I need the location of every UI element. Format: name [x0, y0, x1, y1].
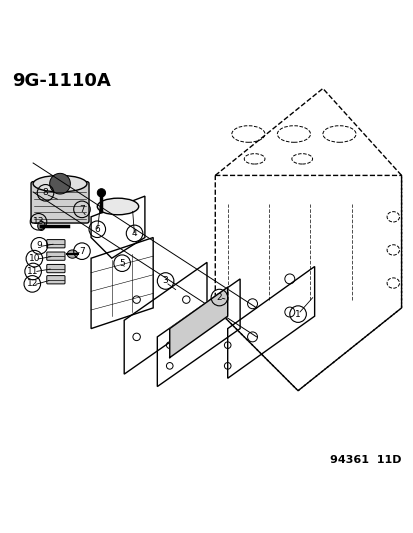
Ellipse shape	[67, 250, 78, 258]
Text: 5: 5	[119, 259, 125, 268]
Text: 13: 13	[33, 217, 44, 227]
Text: 3: 3	[162, 277, 168, 286]
Text: 7: 7	[79, 205, 85, 214]
Text: 7: 7	[79, 247, 85, 256]
Text: 10: 10	[28, 254, 40, 263]
Circle shape	[97, 189, 105, 197]
Ellipse shape	[33, 175, 87, 192]
FancyBboxPatch shape	[47, 276, 65, 284]
Text: 2: 2	[216, 293, 222, 302]
Polygon shape	[169, 287, 227, 358]
Text: 6: 6	[94, 225, 100, 234]
FancyBboxPatch shape	[47, 252, 65, 260]
Text: 8: 8	[43, 188, 48, 197]
Text: 11: 11	[27, 267, 39, 276]
Ellipse shape	[97, 198, 138, 215]
Text: 12: 12	[26, 279, 38, 288]
Text: 94361  11D: 94361 11D	[329, 455, 401, 465]
Circle shape	[50, 173, 70, 194]
FancyBboxPatch shape	[47, 240, 65, 248]
Ellipse shape	[76, 213, 85, 221]
FancyBboxPatch shape	[31, 182, 89, 223]
Ellipse shape	[38, 221, 45, 230]
Text: 1: 1	[294, 310, 300, 319]
Text: 9G-1110A: 9G-1110A	[12, 72, 111, 90]
FancyBboxPatch shape	[47, 264, 65, 273]
Text: 9: 9	[36, 241, 42, 251]
Text: 4: 4	[131, 229, 137, 238]
